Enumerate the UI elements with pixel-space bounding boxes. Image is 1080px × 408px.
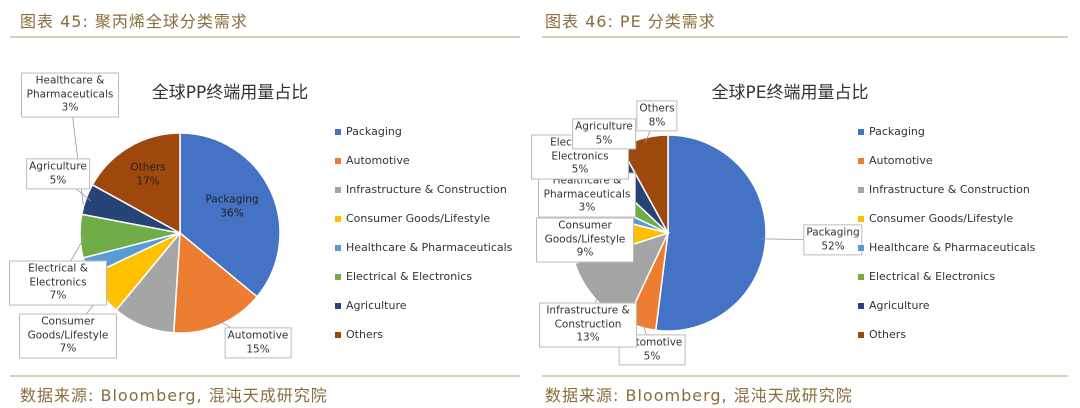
caption: 图表 46: PE 分类需求	[545, 12, 716, 31]
pie-slice	[179, 132, 281, 298]
label-category: Packaging	[806, 226, 860, 239]
label-value: 17%	[136, 175, 160, 187]
label-category: Consumer Goods/Lifestyle	[544, 219, 626, 246]
legend-label: Packaging	[869, 125, 925, 138]
legend-entry: Others	[858, 328, 906, 341]
label-category: Agriculture	[29, 160, 87, 173]
legend-label: Infrastructure & Construction	[346, 183, 507, 196]
chart-title: 全球PP终端用量占比	[151, 83, 309, 103]
legend-entry: Packaging	[335, 125, 402, 138]
label-category: Electrical & Electronics	[28, 262, 88, 289]
legend-swatch	[858, 129, 864, 135]
legend-swatch	[335, 274, 341, 280]
source: 数据来源: Bloomberg, 混沌天成研究院	[545, 386, 853, 405]
legend-entry: Consumer Goods/Lifestyle	[335, 212, 490, 225]
legend-label: Infrastructure & Construction	[869, 183, 1030, 196]
legend-swatch	[335, 187, 341, 193]
legend-entry: Agriculture	[858, 299, 930, 312]
label-category: Agriculture	[575, 120, 633, 133]
legend-entry: Infrastructure & Construction	[858, 183, 1030, 196]
label-value: 5%	[49, 174, 67, 186]
source: 数据来源: Bloomberg, 混沌天成研究院	[20, 386, 328, 405]
pie-slice	[91, 132, 181, 235]
label-category: Others	[639, 102, 675, 115]
label-category: Infrastructure & Construction	[546, 304, 630, 331]
label-value: 36%	[220, 207, 244, 219]
legend-label: Electrical & Electronics	[346, 270, 473, 283]
data-label: Packaging 36%	[203, 192, 260, 221]
legend-label: Electrical & Electronics	[869, 270, 996, 283]
data-label: Consumer Goods/Lifestyle 9%	[536, 217, 634, 263]
legend-swatch	[335, 332, 341, 338]
legend-swatch	[858, 245, 864, 251]
data-label: Consumer Goods/Lifestyle 7%	[19, 313, 117, 359]
legend-label: Agriculture	[869, 299, 930, 312]
legend-swatch	[335, 129, 341, 135]
legend-entry: Electrical & Electronics	[335, 270, 472, 283]
legend-label: Consumer Goods/Lifestyle	[869, 212, 1014, 225]
legend-entry: Automotive	[335, 154, 410, 167]
legend-entry: Automotive	[858, 154, 933, 167]
label-value: 7%	[49, 289, 67, 302]
legend-swatch	[335, 245, 341, 251]
label-value: 9%	[576, 246, 594, 259]
data-label: Packaging 52%	[803, 224, 863, 256]
data-label: Automotive 15%	[224, 327, 292, 359]
legend-label: Automotive	[346, 154, 410, 167]
label-value: 8%	[648, 116, 666, 128]
legend-entry: Healthcare & Pharmaceuticals	[335, 241, 512, 254]
legend-swatch	[335, 216, 341, 222]
legend-swatch	[858, 274, 864, 280]
legend-label: Consumer Goods/Lifestyle	[346, 212, 491, 225]
legend-label: Healthcare & Pharmaceuticals	[346, 241, 513, 254]
data-label: Agriculture 5%	[572, 118, 636, 150]
legend-entry: Electrical & Electronics	[858, 270, 995, 283]
label-value: 52%	[821, 240, 845, 252]
data-label: Electrical & Electronics 7%	[9, 260, 107, 306]
legend-swatch	[858, 332, 864, 338]
legend-entry: Infrastructure & Construction	[335, 183, 507, 196]
legend-label: Automotive	[869, 154, 933, 167]
legend-swatch	[858, 216, 864, 222]
legend-swatch	[858, 187, 864, 193]
data-label: Others 8%	[636, 100, 678, 132]
legend-label: Packaging	[346, 125, 402, 138]
legend-label: Others	[869, 328, 906, 341]
pie-slice	[654, 134, 767, 332]
legend-swatch	[858, 158, 864, 164]
legend-entry: Others	[335, 328, 383, 341]
label-value: 15%	[246, 343, 270, 355]
data-label: Others 17%	[128, 160, 167, 189]
legend-entry: Packaging	[858, 125, 925, 138]
label-value: 3%	[578, 201, 596, 214]
pie-slice	[172, 231, 259, 334]
caption: 图表 45: 聚丙烯全球分类需求	[20, 12, 248, 31]
legend-label: Healthcare & Pharmaceuticals	[869, 241, 1036, 254]
chart-title: 全球PE终端用量占比	[711, 83, 869, 103]
label-category: Packaging	[205, 193, 259, 206]
label-value: 3%	[61, 101, 79, 114]
legend-label: Others	[346, 328, 383, 341]
label-category: Others	[130, 161, 166, 174]
legend-entry: Agriculture	[335, 299, 407, 312]
data-label: Agriculture 5%	[26, 158, 90, 190]
label-category: Automotive	[227, 329, 289, 342]
label-value: 5%	[571, 163, 589, 176]
data-label: Healthcare & Pharmaceuticals 3%	[21, 72, 119, 118]
label-value: 5%	[643, 350, 661, 362]
label-value: 7%	[59, 342, 77, 355]
label-value: 5%	[595, 134, 613, 146]
data-label: Infrastructure & Construction 13%	[539, 302, 637, 348]
legend-swatch	[858, 303, 864, 309]
legend-entry: Healthcare & Pharmaceuticals	[858, 241, 1035, 254]
label-value: 13%	[576, 331, 600, 344]
legend-entry: Consumer Goods/Lifestyle	[858, 212, 1013, 225]
label-category: Healthcare & Pharmaceuticals	[26, 74, 114, 101]
legend-label: Agriculture	[346, 299, 407, 312]
legend-swatch	[335, 158, 341, 164]
legend-swatch	[335, 303, 341, 309]
label-category: Consumer Goods/Lifestyle	[27, 315, 109, 342]
